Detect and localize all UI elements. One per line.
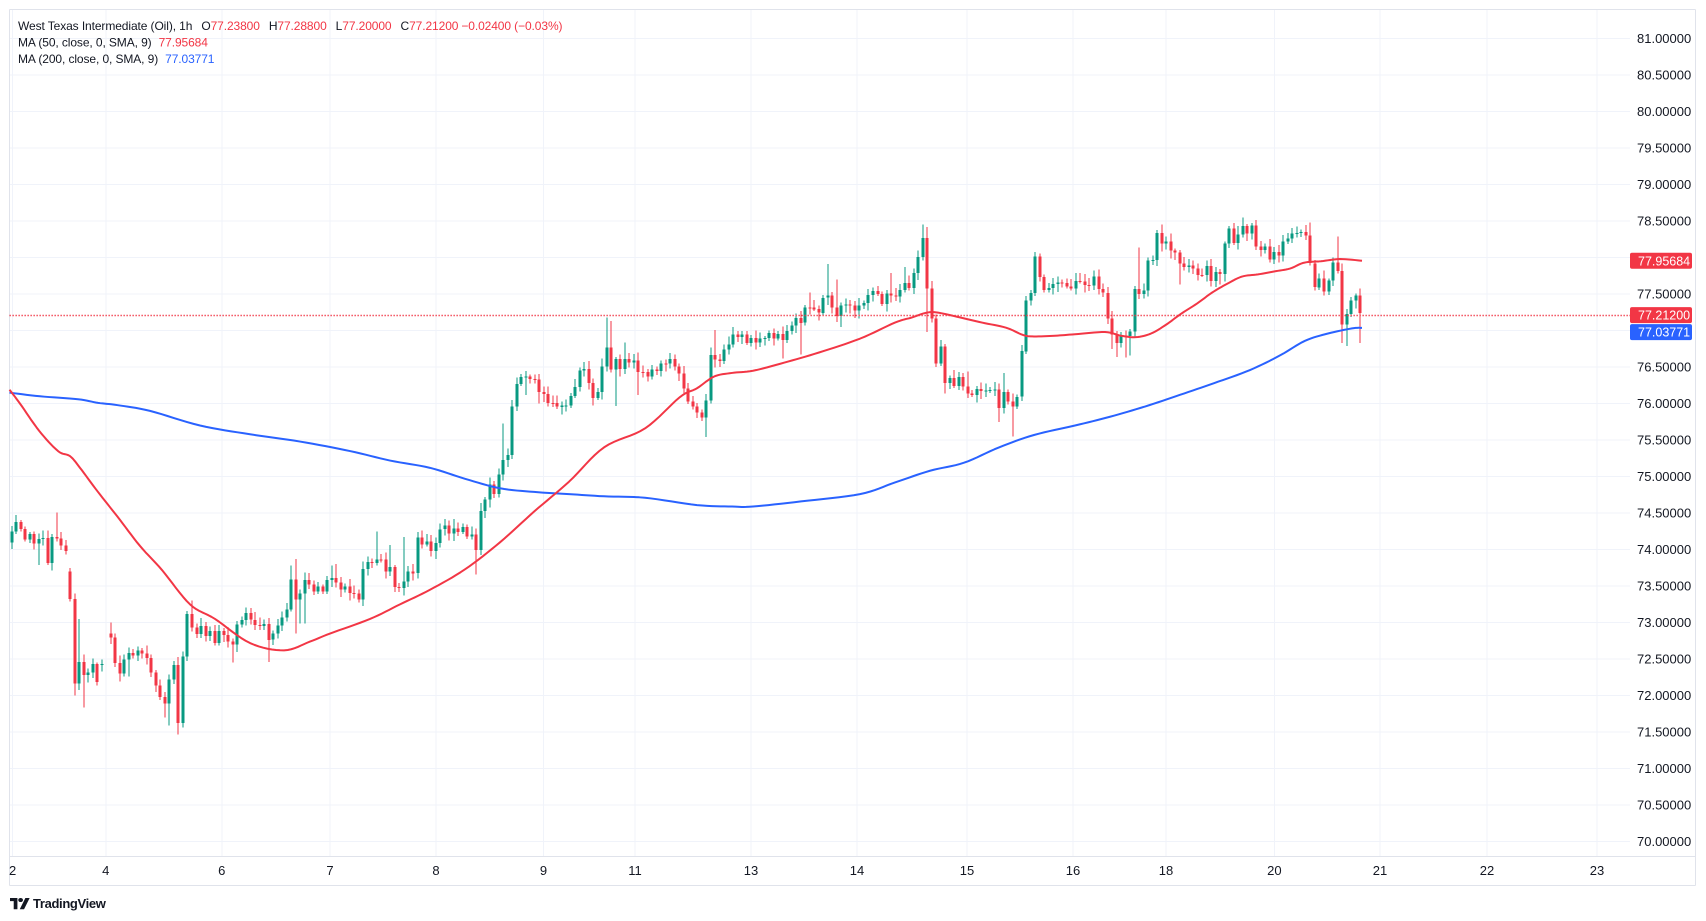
svg-text:18: 18 (1159, 863, 1173, 878)
svg-text:6: 6 (218, 863, 225, 878)
svg-text:West Texas Intermediate (Oil),: West Texas Intermediate (Oil), 1h O77.238… (18, 19, 563, 33)
svg-text:MA (50, close, 0, SMA, 9)77.95: MA (50, close, 0, SMA, 9) 77.95684 (18, 36, 208, 50)
svg-text:80.00000: 80.00000 (1637, 104, 1691, 119)
svg-text:8: 8 (432, 863, 439, 878)
svg-text:75.50000: 75.50000 (1637, 433, 1691, 448)
svg-text:75.00000: 75.00000 (1637, 469, 1691, 484)
svg-text:81.00000: 81.00000 (1637, 31, 1691, 46)
svg-text:73.00000: 73.00000 (1637, 615, 1691, 630)
svg-text:13: 13 (744, 863, 758, 878)
svg-text:9: 9 (540, 863, 547, 878)
svg-text:72.00000: 72.00000 (1637, 688, 1691, 703)
svg-text:16: 16 (1066, 863, 1080, 878)
svg-text:77.03771: 77.03771 (1638, 326, 1690, 340)
svg-text:77.21200: 77.21200 (1638, 309, 1690, 323)
svg-text:21: 21 (1373, 863, 1387, 878)
svg-text:70.00000: 70.00000 (1637, 834, 1691, 849)
svg-text:15: 15 (960, 863, 974, 878)
svg-text:79.50000: 79.50000 (1637, 141, 1691, 156)
svg-text:76.00000: 76.00000 (1637, 396, 1691, 411)
svg-text:74.00000: 74.00000 (1637, 542, 1691, 557)
svg-text:71.00000: 71.00000 (1637, 761, 1691, 776)
svg-text:22: 22 (1480, 863, 1494, 878)
svg-text:80.50000: 80.50000 (1637, 68, 1691, 83)
svg-text:77.95684: 77.95684 (1638, 254, 1690, 268)
svg-text:14: 14 (850, 863, 864, 878)
svg-text:71.50000: 71.50000 (1637, 725, 1691, 740)
svg-text:MA (200, close, 0, SMA, 9)77.0: MA (200, close, 0, SMA, 9) 77.03771 (18, 52, 215, 66)
svg-text:11: 11 (628, 863, 642, 878)
svg-text:77.50000: 77.50000 (1637, 287, 1691, 302)
svg-text:2: 2 (9, 863, 16, 878)
svg-text:78.50000: 78.50000 (1637, 214, 1691, 229)
svg-text:79.00000: 79.00000 (1637, 177, 1691, 192)
svg-text:TradingView: TradingView (33, 896, 107, 911)
svg-text:23: 23 (1590, 863, 1604, 878)
svg-text:76.50000: 76.50000 (1637, 360, 1691, 375)
svg-text:73.50000: 73.50000 (1637, 579, 1691, 594)
svg-text:72.50000: 72.50000 (1637, 652, 1691, 667)
svg-text:70.50000: 70.50000 (1637, 798, 1691, 813)
svg-text:4: 4 (102, 863, 109, 878)
svg-text:7: 7 (326, 863, 333, 878)
svg-text:74.50000: 74.50000 (1637, 506, 1691, 521)
svg-text:20: 20 (1267, 863, 1281, 878)
